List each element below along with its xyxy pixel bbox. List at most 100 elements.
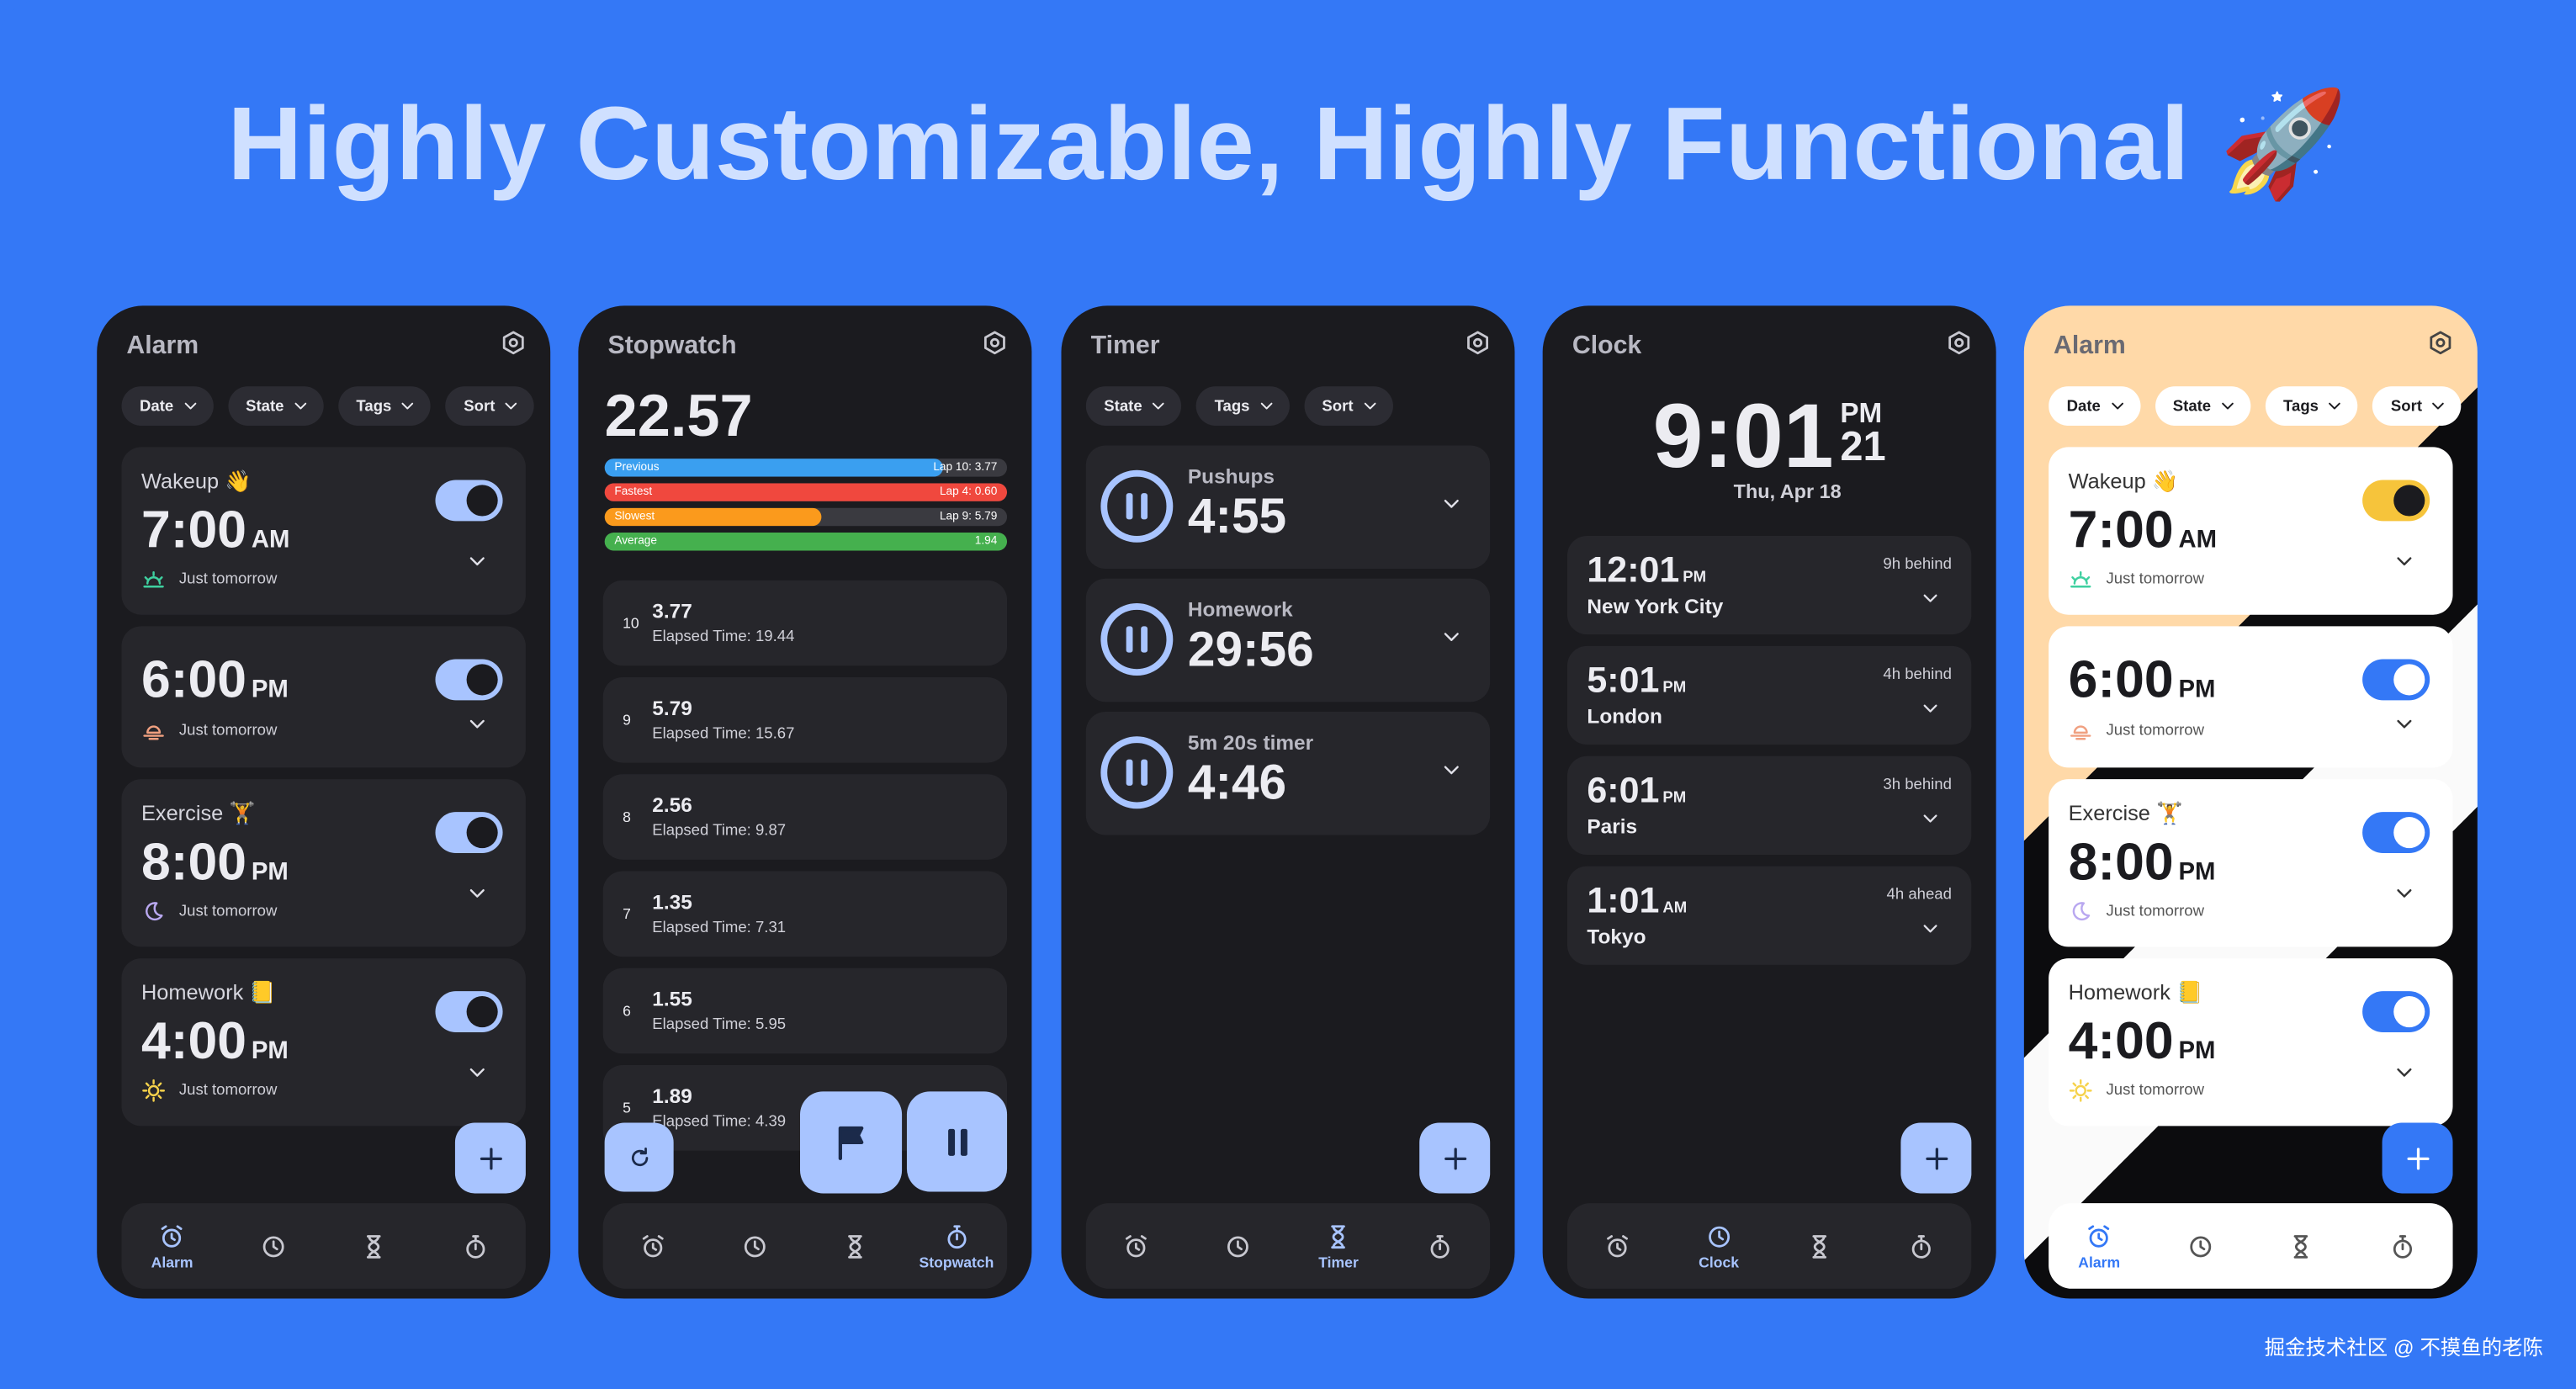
toggle[interactable] — [435, 480, 503, 522]
filter-chip[interactable]: Sort — [445, 386, 535, 427]
alarm-period: PM — [2178, 857, 2216, 887]
icon-gear[interactable] — [981, 329, 1009, 357]
icon-gear[interactable] — [500, 329, 527, 357]
icon-shape — [2397, 557, 2412, 566]
icon-shape — [1923, 704, 1937, 713]
alarm-period: PM — [251, 857, 289, 887]
city-card[interactable]: 5:01 PM London 4h behind — [1566, 645, 1972, 745]
icon-shape — [959, 1127, 967, 1155]
nav-item[interactable] — [2250, 1203, 2351, 1289]
nav-item[interactable] — [1870, 1203, 1971, 1289]
toggle[interactable] — [435, 812, 503, 854]
filter-chip[interactable]: Tags — [337, 386, 432, 427]
filter-chip[interactable]: Sort — [1303, 386, 1393, 427]
nav-item[interactable] — [1769, 1203, 1870, 1289]
timer-card[interactable]: Homework 29:56 — [1085, 578, 1491, 702]
icon-shape — [947, 1127, 955, 1155]
alarm-period: PM — [2178, 1036, 2216, 1066]
stat-fill — [604, 483, 1008, 501]
reset-button[interactable] — [604, 1122, 674, 1192]
nav-item[interactable] — [2149, 1203, 2250, 1289]
city-card[interactable]: 12:01 PM New York City 9h behind — [1566, 535, 1972, 635]
pause-button[interactable] — [906, 1091, 1008, 1192]
icon-shape — [1227, 1235, 1248, 1257]
nav-item[interactable] — [603, 1203, 704, 1289]
filter-chip[interactable]: State — [2155, 386, 2251, 427]
nav-item[interactable]: Stopwatch — [906, 1203, 1007, 1289]
nav-item[interactable]: Timer — [1288, 1203, 1389, 1289]
filter-chip[interactable]: Sort — [2372, 386, 2462, 427]
nav-item[interactable]: Alarm — [2049, 1203, 2149, 1289]
icon-shape — [1100, 603, 1174, 676]
alarm-card[interactable]: Exercise 🏋 8:00 PM Just tomorrow — [121, 779, 526, 947]
icon-chev — [2392, 1060, 2416, 1084]
nav-item[interactable] — [1389, 1203, 1490, 1289]
city-time-row: 5:01 PM — [1587, 659, 1686, 702]
alarm-card[interactable]: Wakeup 👋 7:00 AM Just tomorrow — [121, 447, 526, 615]
toggle[interactable] — [435, 991, 503, 1032]
city-time: 5:01 — [1587, 659, 1660, 701]
icon-shape — [652, 1242, 658, 1250]
filter-chip[interactable]: Date — [121, 386, 214, 427]
alarm-card[interactable]: 6:00 PM Just tomorrow — [121, 626, 526, 768]
icon-glass — [360, 1232, 388, 1259]
alarm-card[interactable]: Exercise 🏋 8:00 PM Just tomorrow — [2049, 779, 2453, 947]
icon-shape — [2073, 576, 2088, 585]
clock-date: Thu, Apr 18 — [1733, 480, 1842, 503]
icon-gear[interactable] — [1945, 329, 1973, 357]
nav-item[interactable] — [324, 1203, 425, 1289]
icon-chev — [2392, 881, 2416, 905]
toggle[interactable] — [2362, 659, 2430, 701]
add-button[interactable] — [1419, 1122, 1491, 1194]
timer-card[interactable]: 5m 20s timer 4:46 — [1085, 711, 1491, 835]
city-card[interactable]: 6:01 PM Paris 3h behind — [1566, 755, 1972, 855]
filter-chip[interactable]: Date — [2049, 386, 2140, 427]
add-button[interactable] — [1900, 1122, 1972, 1194]
icon-gear[interactable] — [2426, 329, 2454, 357]
nav-item[interactable] — [704, 1203, 805, 1289]
icon-shape — [2430, 331, 2451, 355]
lap-button[interactable] — [800, 1091, 903, 1194]
icon-shape — [2111, 402, 2123, 410]
icon-shape — [2406, 1147, 2429, 1169]
icon-shape — [144, 576, 149, 581]
nav-item[interactable] — [1187, 1203, 1288, 1289]
timer-card[interactable]: Pushups 4:55 — [1085, 445, 1491, 570]
icon-gear[interactable] — [1464, 329, 1492, 357]
add-button[interactable] — [454, 1122, 526, 1194]
nav-item[interactable]: Alarm — [122, 1203, 223, 1289]
stat-fill — [604, 507, 822, 527]
icon-sunset — [141, 718, 166, 743]
nav-item[interactable] — [223, 1203, 324, 1289]
alarm-card[interactable]: Homework 📒 4:00 PM Just tomorrow — [2049, 958, 2453, 1127]
filter-chip[interactable]: Tags — [1196, 386, 1290, 427]
filter-label: Sort — [1322, 396, 1354, 416]
filter-chip[interactable]: State — [227, 386, 324, 427]
nav-item[interactable] — [1567, 1203, 1668, 1289]
city-time: 12:01 — [1587, 549, 1680, 591]
city-card[interactable]: 1:01 AM Tokyo 4h ahead — [1566, 866, 1972, 965]
icon-chev — [180, 396, 199, 416]
filter-chip[interactable]: Tags — [2265, 386, 2358, 427]
alarm-card[interactable]: Homework 📒 4:00 PM Just tomorrow — [121, 958, 526, 1127]
nav-item[interactable] — [2351, 1203, 2452, 1289]
toggle[interactable] — [435, 659, 503, 701]
alarm-card[interactable]: 6:00 PM Just tomorrow — [2049, 626, 2453, 768]
nav-item[interactable]: Clock — [1668, 1203, 1769, 1289]
nav-item[interactable] — [805, 1203, 906, 1289]
icon-shape — [162, 1224, 168, 1229]
alarm-card[interactable]: Wakeup 👋 7:00 AM Just tomorrow — [2049, 447, 2453, 615]
icon-shape — [1473, 337, 1483, 347]
city-offset: 4h behind — [1883, 665, 1952, 684]
nav-item[interactable] — [425, 1203, 526, 1289]
toggle[interactable] — [2362, 480, 2430, 522]
add-button[interactable] — [2382, 1122, 2453, 1194]
toggle[interactable] — [2362, 991, 2430, 1032]
icon-shape — [162, 1227, 182, 1247]
icon-shape — [272, 1239, 278, 1250]
filter-chip[interactable]: State — [1085, 386, 1182, 427]
toggle[interactable] — [2362, 812, 2430, 854]
icon-watch — [2388, 1232, 2416, 1259]
nav-item[interactable] — [1086, 1203, 1187, 1289]
